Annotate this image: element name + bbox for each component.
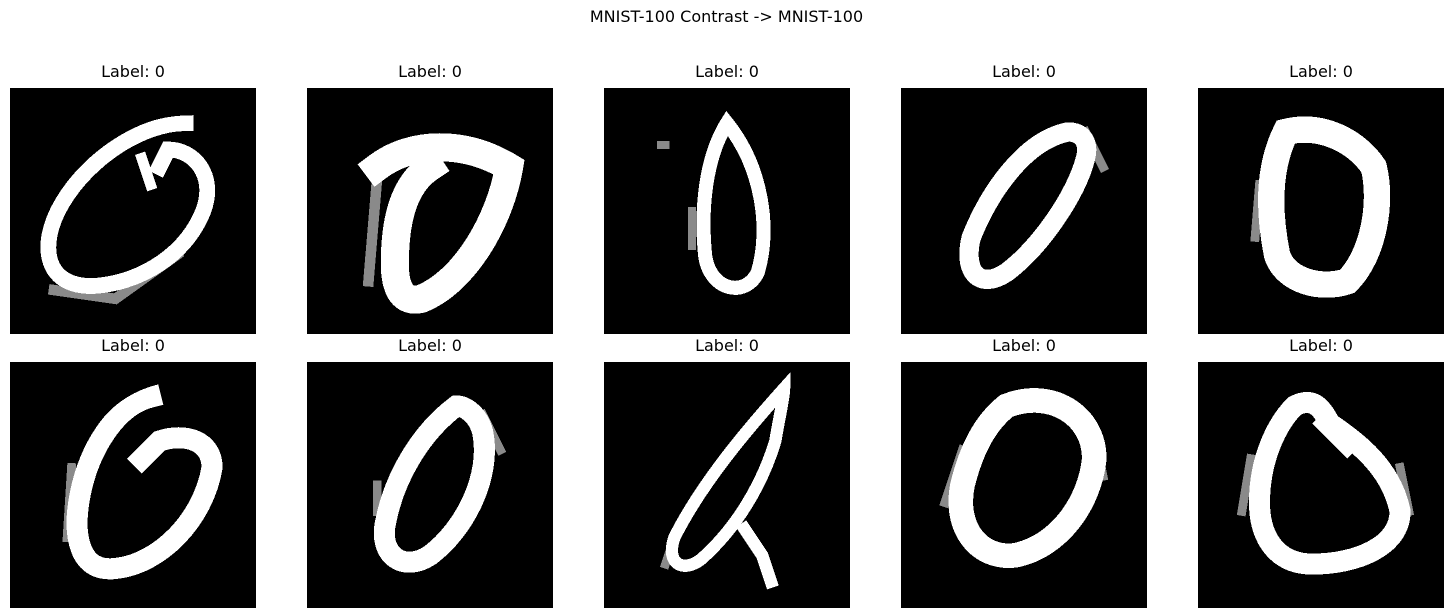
- digit-panel: Label: 0: [604, 336, 850, 608]
- digit-image: [604, 88, 850, 334]
- panel-label: Label: 0: [992, 336, 1056, 355]
- digit-panel: Label: 0: [604, 62, 850, 334]
- digit-panel: Label: 0: [307, 336, 553, 608]
- digit-panel: Label: 0: [1198, 336, 1444, 608]
- panel-label: Label: 0: [992, 62, 1056, 81]
- digit-panel: Label: 0: [10, 62, 256, 334]
- digit-image: [901, 362, 1147, 608]
- panel-label: Label: 0: [101, 336, 165, 355]
- digit-panel: Label: 0: [901, 336, 1147, 608]
- panel-label: Label: 0: [1289, 336, 1353, 355]
- panel-label: Label: 0: [101, 62, 165, 81]
- digit-image: [1198, 88, 1444, 334]
- digit-panel: Label: 0: [901, 62, 1147, 334]
- panel-label: Label: 0: [1289, 62, 1353, 81]
- digit-image: [307, 362, 553, 608]
- digit-image: [10, 88, 256, 334]
- panel-label: Label: 0: [398, 62, 462, 81]
- panel-label: Label: 0: [695, 336, 759, 355]
- digit-image: [10, 362, 256, 608]
- digit-image: [901, 88, 1147, 334]
- digit-panel: Label: 0: [10, 336, 256, 608]
- digit-image: [1198, 362, 1444, 608]
- figure-title: MNIST-100 Contrast -> MNIST-100: [589, 7, 864, 26]
- panel-label: Label: 0: [398, 336, 462, 355]
- digit-image: [307, 88, 553, 334]
- panel-label: Label: 0: [695, 62, 759, 81]
- digit-image: [604, 362, 850, 608]
- digit-panel: Label: 0: [1198, 62, 1444, 334]
- digit-panel: Label: 0: [307, 62, 553, 334]
